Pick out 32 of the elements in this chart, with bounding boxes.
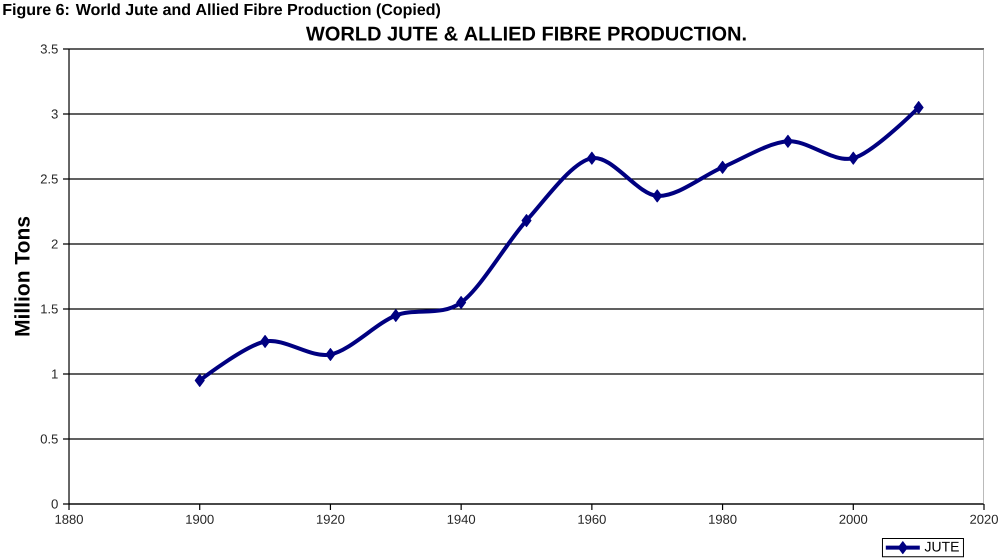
point	[260, 334, 270, 348]
point	[390, 308, 401, 322]
x-tick-label: 2020	[970, 514, 998, 524]
point	[652, 189, 662, 202]
x-tick-label: 1940	[448, 514, 476, 524]
point	[456, 296, 466, 309]
x-tick-label: 1900	[186, 514, 214, 524]
x-tick-label: 1980	[709, 514, 737, 524]
point	[782, 134, 793, 148]
y-tick-label: 2.5	[40, 174, 58, 184]
x-tick-label: 1920	[316, 514, 344, 524]
point	[718, 160, 728, 174]
x-tick-label: 1960	[578, 514, 606, 524]
legend-label: JUTE	[924, 542, 959, 552]
point	[848, 152, 858, 165]
x-tick-label: 1880	[56, 514, 83, 524]
y-tick-label: 1	[52, 370, 58, 378]
point	[522, 214, 532, 228]
caption: Figure 6: World Jute and Allied Fibre Production (Copied)	[3, 3, 440, 18]
chart-title: WORLD JUTE & ALLIED FIBRE PRODUCTION.	[306, 26, 746, 41]
y-tick-label: 3.5	[40, 44, 58, 54]
y-tick-label: 0	[52, 499, 58, 509]
y-tick-label: 3	[52, 109, 58, 119]
y-axis-title: Million Tons	[14, 216, 30, 336]
point	[914, 100, 924, 114]
x-tick-label: 2000	[839, 514, 868, 524]
point	[194, 374, 205, 387]
point	[325, 348, 336, 361]
y-tick-label: 1.5	[41, 304, 58, 314]
y-tick-label: 2	[52, 239, 58, 249]
point	[586, 152, 597, 165]
y-tick-label: 0.5	[40, 434, 58, 444]
